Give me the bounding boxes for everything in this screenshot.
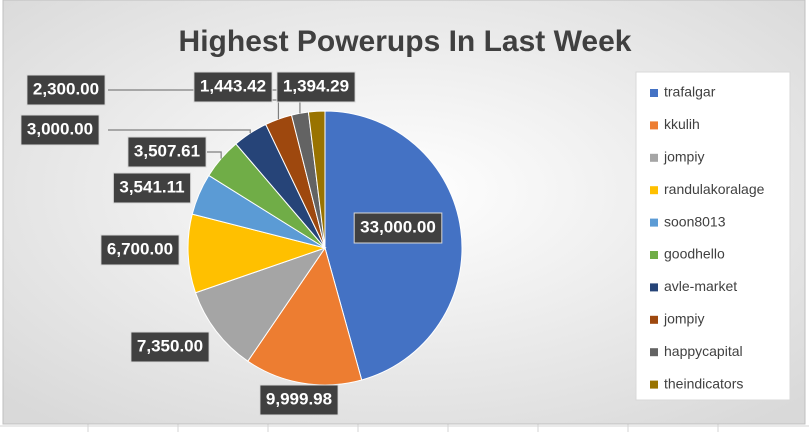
data-label-box bbox=[130, 331, 210, 363]
pie-slice bbox=[187, 213, 327, 294]
legend-label: happycapital bbox=[664, 343, 743, 359]
sheet-grid bbox=[0, 424, 809, 432]
data-label: 2,300.00 bbox=[33, 79, 99, 98]
legend-label: jompiy bbox=[663, 311, 704, 327]
legend-label: jompiy bbox=[663, 149, 704, 165]
pie-slice bbox=[307, 110, 326, 249]
data-label-box bbox=[26, 74, 106, 106]
legend-swatch bbox=[650, 380, 658, 389]
data-label: 3,000.00 bbox=[27, 119, 93, 138]
data-label: 33,000.00 bbox=[360, 217, 436, 236]
data-label-box bbox=[259, 384, 339, 416]
data-label-box bbox=[100, 234, 180, 266]
pie-slice bbox=[247, 246, 363, 386]
leader-line bbox=[108, 129, 251, 134]
data-label: 6,700.00 bbox=[107, 239, 173, 258]
legend-swatch bbox=[650, 153, 658, 162]
legend-label: kkulih bbox=[664, 116, 700, 132]
legend-label: trafalgar bbox=[664, 84, 716, 100]
legend-swatch bbox=[650, 186, 658, 195]
data-label: 3,507.61 bbox=[134, 141, 200, 160]
data-label: 1,443.42 bbox=[200, 76, 266, 95]
legend-swatch bbox=[650, 315, 658, 324]
legend-swatch bbox=[650, 121, 658, 130]
legend-box bbox=[635, 71, 791, 401]
legend-swatch bbox=[650, 348, 658, 357]
data-label-box bbox=[276, 71, 356, 103]
data-label: 9,999.98 bbox=[266, 389, 332, 408]
legend-swatch bbox=[650, 218, 658, 227]
legend-label: soon8013 bbox=[664, 213, 726, 229]
legend-swatch bbox=[650, 251, 658, 259]
legend-swatch bbox=[650, 89, 658, 97]
data-label: 7,350.00 bbox=[137, 336, 203, 355]
pie-slice bbox=[324, 110, 463, 381]
data-label-box bbox=[127, 136, 207, 168]
data-label: 1,394.29 bbox=[283, 76, 349, 95]
legend-label: randulakoralage bbox=[664, 181, 765, 197]
chart-title: Highest Powerups In Last Week bbox=[179, 25, 632, 58]
legend-swatch bbox=[650, 283, 658, 292]
data-label-box bbox=[112, 172, 192, 204]
legend-label: goodhello bbox=[664, 246, 725, 262]
data-label: 3,541.11 bbox=[119, 177, 184, 196]
data-label-box bbox=[353, 212, 443, 244]
pie-slice bbox=[194, 247, 327, 362]
legend-label: theindicators bbox=[664, 375, 743, 391]
data-label-box bbox=[20, 114, 100, 146]
legend-label: avle-market bbox=[664, 278, 737, 294]
data-label-box bbox=[193, 71, 273, 103]
leader-line bbox=[207, 151, 222, 159]
